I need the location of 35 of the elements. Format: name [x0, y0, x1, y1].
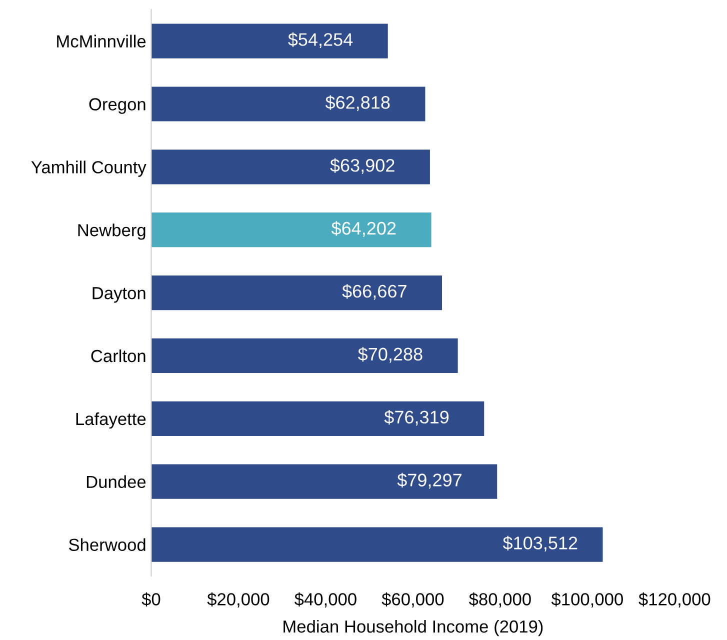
x-tick-label: $20,000 — [207, 592, 270, 608]
bar — [151, 275, 442, 310]
bar — [151, 338, 458, 374]
y-tick-label: Yamhill County — [31, 160, 146, 177]
y-tick-label: Lafayette — [76, 412, 146, 429]
data-label: $64,202 — [331, 221, 396, 237]
data-label: $54,254 — [288, 32, 353, 48]
x-tick-label: $0 — [142, 592, 160, 606]
x-axis-title: Median Household Income (2019) — [284, 620, 543, 636]
y-tick-label: Oregon — [89, 98, 146, 114]
y-tick-label: Dayton — [92, 287, 146, 303]
x-tick-label: $80,000 — [468, 592, 531, 608]
bar — [151, 527, 603, 562]
y-tick-label: McMinnville — [57, 34, 146, 48]
y-tick-label: Sherwood — [68, 538, 146, 551]
data-label: $66,667 — [342, 284, 406, 300]
y-tick-label: Newberg — [78, 224, 146, 240]
data-label: $63,902 — [330, 158, 394, 174]
x-tick-label: $100,000 — [551, 592, 623, 608]
x-tick-label: $60,000 — [382, 592, 444, 608]
y-tick-label: Carlton — [91, 349, 146, 362]
bar — [151, 464, 498, 499]
bar — [151, 401, 484, 436]
data-label: $70,288 — [358, 347, 422, 363]
data-label: $76,319 — [384, 410, 449, 426]
y-tick-label: Dundee — [86, 475, 146, 488]
x-tick-label: $40,000 — [294, 592, 356, 608]
bar — [151, 24, 388, 58]
data-label: $62,818 — [325, 95, 390, 111]
data-label: $103,512 — [502, 536, 578, 552]
data-label: $79,297 — [397, 472, 462, 489]
bar — [151, 86, 426, 122]
bar — [151, 212, 432, 248]
bar — [151, 150, 430, 184]
x-tick-label: $120,000 — [638, 592, 710, 608]
